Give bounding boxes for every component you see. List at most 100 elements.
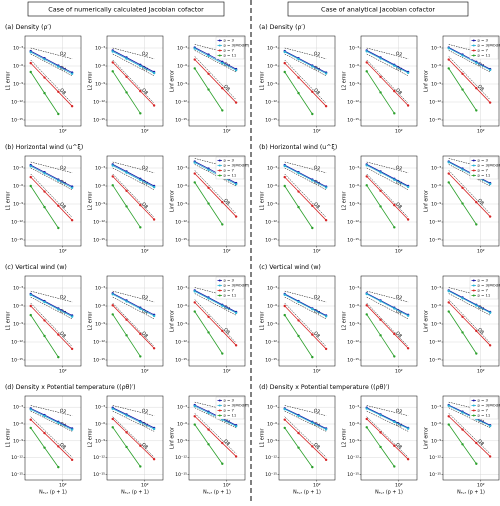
point [194,172,196,174]
y-tick-label: 10⁻¹² [347,455,359,461]
legend-marker [473,50,475,52]
point [366,50,368,52]
point [207,331,209,333]
y-axis-label: L2 error [88,72,94,91]
point [112,70,114,72]
point [366,61,368,63]
y-axis-label: L1 error [260,192,266,211]
legend-label: p = 11 [478,53,491,58]
point [284,294,286,296]
legend-label: p = 11 [224,413,237,418]
point [475,62,477,64]
point [366,418,368,420]
row-title: (d) Density x Potential temperature ((ρθ… [5,384,136,391]
header: Case of analytical Jacobian cofactor [321,6,435,14]
point [194,310,196,312]
x-tick-label: 10² [477,483,485,489]
point [393,307,395,309]
y-tick-label: 10⁻⁶ [431,184,441,190]
row-title: (a) Density (ρ′) [5,24,51,31]
point [407,458,409,460]
x-tick-label: 10² [477,249,485,255]
point [489,69,491,71]
point [379,414,381,416]
x-axis-label: Nₑ,ₓ (p + 1) [457,490,485,496]
point [448,47,450,49]
point [139,112,141,114]
plot-area [361,276,417,366]
y-tick-label: 10⁻³ [13,405,23,411]
point [407,218,409,220]
point [489,344,491,346]
legend-marker [473,400,475,402]
point [153,315,155,317]
y-tick-label: 10⁻¹⁵ [93,472,105,478]
point [57,422,59,424]
y-tick-label: 10⁻¹⁵ [11,238,23,244]
point [125,190,127,192]
y-axis-label: L1 error [6,192,12,211]
legend-marker [473,170,475,172]
point [393,226,395,228]
point [235,455,237,457]
legend-marker [219,45,221,47]
point [139,308,141,310]
x-axis-label: Nₑ,ₓ (p + 1) [293,490,321,496]
point [43,58,45,60]
point [235,215,237,217]
point [297,58,299,60]
point [461,331,463,333]
point [475,330,477,332]
y-tick-label: 10⁻³ [431,166,441,172]
point [153,428,155,430]
x-tick-label: 10² [395,483,403,489]
y-tick-label: 10⁻¹⁵ [93,118,105,124]
y-tick-label: 10⁻¹⁵ [175,118,187,124]
point [112,293,114,295]
y-tick-label: 10⁻¹⁵ [175,238,187,244]
point [379,57,381,59]
point [43,415,45,417]
point [207,169,209,171]
y-tick-label: 10⁻¹⁵ [429,472,441,478]
point [325,186,327,188]
point [112,175,114,177]
y-tick-label: 10⁻³ [349,46,359,52]
legend-marker [219,290,221,292]
point [393,355,395,357]
point [325,219,327,221]
point [284,185,286,187]
legend-marker [473,415,475,417]
point [221,305,223,307]
y-tick-label: 10⁻¹² [265,220,277,226]
y-tick-label: 10⁻⁶ [177,184,187,190]
point [366,426,368,428]
x-tick-label: 10² [141,483,149,489]
x-tick-label: 10² [141,249,149,255]
x-tick-label: 10² [313,483,321,489]
x-tick-label: 10² [395,129,403,135]
legend-label: p = 11 [224,53,237,58]
point [448,310,450,312]
y-tick-label: 10⁻⁶ [431,64,441,70]
point [311,91,313,93]
legend-marker [219,295,221,297]
point [153,186,155,188]
x-tick-label: 10² [59,483,67,489]
legend-marker [219,50,221,52]
point [489,101,491,103]
point [71,73,73,75]
y-tick-label: 10⁻¹² [11,455,23,461]
y-axis-label: L1 error [260,72,266,91]
x-tick-label: 10² [59,249,67,255]
y-tick-label: 10⁻¹² [11,220,23,226]
y-tick-label: 10⁻¹⁵ [429,358,441,364]
y-tick-label: 10⁻¹² [93,340,105,346]
legend-marker [473,175,475,177]
point [284,427,286,429]
y-tick-label: 10⁻³ [177,166,187,172]
y-tick-label: 10⁻⁶ [13,304,23,310]
y-tick-label: 10⁻³ [13,46,23,52]
point [207,55,209,57]
point [311,227,313,229]
